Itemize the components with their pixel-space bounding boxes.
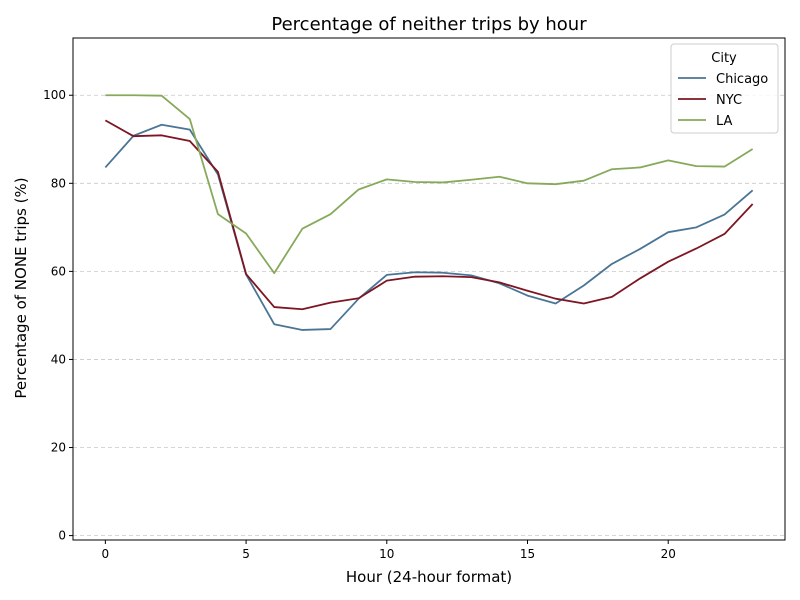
- y-axis-title: Percentage of NONE trips (%): [12, 177, 30, 398]
- legend-box: [670, 43, 779, 134]
- series-lines: [104, 94, 754, 331]
- x-axis-ticks: 0 5 10 15 20: [102, 540, 676, 561]
- chart-title: Percentage of neither trips by hour: [271, 14, 587, 35]
- legend-title: City: [711, 51, 737, 66]
- legend-label-chicago: Chicago: [716, 72, 768, 87]
- x-tick-label: 10: [379, 547, 394, 561]
- x-axis-title: Hour (24-hour format): [346, 568, 512, 586]
- y-tick-label: 40: [51, 352, 66, 366]
- plot-frame: [72, 37, 786, 541]
- legend-label-nyc: NYC: [716, 93, 742, 108]
- x-tick-label: 0: [102, 547, 110, 561]
- x-tick-label: 5: [242, 547, 250, 561]
- series-line-nyc: [104, 119, 754, 311]
- y-tick-label: 60: [51, 264, 66, 278]
- y-tick-label: 20: [51, 441, 66, 455]
- y-tick-label: 80: [51, 176, 66, 190]
- y-axis-ticks: 0 20 40 60 80 100: [43, 88, 73, 543]
- series-line-la: [105, 94, 754, 275]
- y-tick-label: 100: [43, 88, 66, 102]
- x-tick-label: 15: [520, 547, 535, 561]
- x-tick-label: 20: [661, 547, 676, 561]
- legend-label-la: LA: [716, 114, 733, 129]
- y-tick-label: 0: [58, 529, 66, 543]
- legend: City Chicago NYC LA: [670, 43, 779, 134]
- legend-items: Chicago NYC LA: [678, 72, 768, 129]
